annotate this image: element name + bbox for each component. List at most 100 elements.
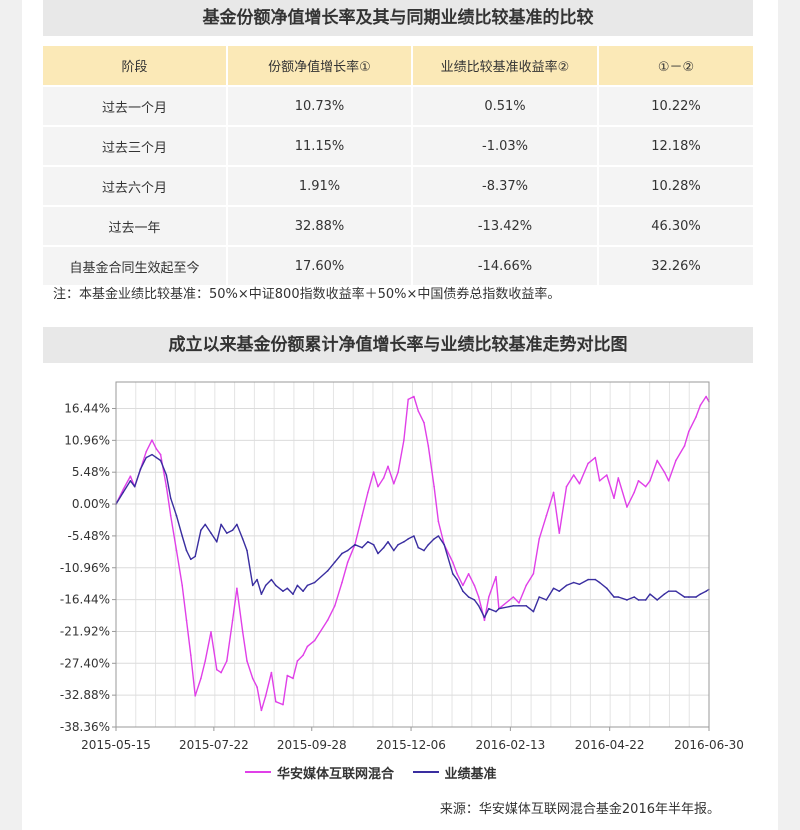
- source-note: 来源：华安媒体互联网混合基金2016年半年报。: [439, 802, 720, 817]
- data-point-fund: [403, 439, 405, 441]
- data-point-fund: [613, 497, 615, 500]
- data-point-fund: [292, 677, 294, 680]
- data-point-benchmark: [403, 541, 405, 543]
- data-point-benchmark: [483, 616, 486, 619]
- data-point-fund: [387, 465, 389, 468]
- data-point-benchmark: [456, 578, 458, 581]
- data-point-benchmark: [236, 523, 238, 526]
- data-point-fund: [204, 660, 207, 662]
- data-point-fund: [382, 477, 385, 479]
- data-point-fund: [473, 584, 476, 587]
- data-point-fund: [413, 395, 415, 398]
- data-point-benchmark: [598, 581, 601, 584]
- y-tick-label: 16.44%: [64, 402, 110, 416]
- data-point-fund: [483, 619, 486, 622]
- header-nav-growth: 份额净值增长率①: [227, 46, 413, 86]
- cell-nav-growth: 10.73%: [227, 85, 413, 126]
- data-point-fund: [392, 482, 395, 485]
- x-tick-label: 2015-09-28: [277, 738, 347, 752]
- data-point-benchmark: [274, 584, 277, 587]
- data-point-benchmark: [372, 543, 375, 546]
- data-point-benchmark: [341, 552, 343, 555]
- legend-label-fund: 华安媒体互联网混合: [277, 766, 395, 782]
- data-point-benchmark: [423, 549, 425, 552]
- data-point-benchmark: [326, 570, 329, 572]
- data-point-benchmark: [699, 593, 702, 595]
- data-point-fund: [667, 480, 670, 482]
- x-tick-label: 2016-04-22: [575, 738, 645, 752]
- data-point-benchmark: [552, 587, 555, 590]
- cell-difference: 32.26%: [598, 245, 753, 285]
- y-tick-label: -10.96%: [60, 561, 110, 575]
- y-tick-label: -38.36%: [60, 720, 110, 734]
- data-point-benchmark: [231, 529, 234, 532]
- data-point-fund: [377, 485, 379, 488]
- data-point-fund: [372, 471, 375, 473]
- cell-nav-growth: 1.91%: [227, 165, 413, 206]
- data-point-fund: [236, 587, 238, 590]
- data-point-benchmark: [190, 558, 192, 561]
- data-point-benchmark: [382, 546, 385, 549]
- data-point-fund: [417, 410, 420, 412]
- data-point-fund: [695, 416, 697, 418]
- data-point-fund: [256, 686, 258, 688]
- data-point-benchmark: [683, 596, 686, 598]
- data-point-benchmark: [194, 555, 196, 558]
- data-point-fund: [587, 462, 589, 465]
- data-point-fund: [190, 654, 192, 656]
- data-point-benchmark: [169, 497, 172, 500]
- data-point-benchmark: [572, 581, 575, 584]
- data-point-benchmark: [558, 590, 561, 593]
- data-point-fund: [194, 695, 196, 697]
- data-point-fund: [181, 584, 184, 587]
- data-point-benchmark: [594, 578, 597, 581]
- data-point-fund: [437, 520, 440, 523]
- table-row: 过去一个月 10.73% 0.51% 10.22%: [43, 85, 753, 126]
- data-point-fund: [231, 619, 234, 622]
- data-point-fund: [129, 475, 132, 477]
- x-tick-label: 2015-12-06: [376, 738, 446, 752]
- data-point-fund: [185, 619, 188, 622]
- data-point-fund: [705, 395, 707, 398]
- data-point-benchmark: [226, 532, 228, 534]
- data-point-fund: [241, 631, 244, 633]
- cell-benchmark-return: -1.03%: [412, 125, 599, 166]
- cell-benchmark-return: -13.42%: [412, 205, 599, 246]
- data-point-fund: [637, 480, 640, 482]
- data-point-benchmark: [145, 456, 148, 459]
- data-point-benchmark: [155, 456, 158, 459]
- header-difference: ①－②: [598, 46, 753, 86]
- data-point-benchmark: [578, 583, 581, 586]
- data-point-benchmark: [545, 599, 548, 601]
- data-point-benchmark: [656, 599, 658, 601]
- data-point-benchmark: [165, 474, 168, 476]
- cell-period: 过去一年: [43, 205, 228, 246]
- data-point-fund: [617, 477, 620, 479]
- data-point-benchmark: [443, 543, 445, 546]
- data-point-fund: [226, 660, 228, 662]
- benchmark-note: 注：本基金业绩比较基准：50%×中证800指数收益率＋50%×中国债券总指数收益…: [53, 287, 561, 302]
- cell-period: 自基金合同生效起至今: [43, 245, 228, 285]
- data-point-benchmark: [387, 541, 389, 543]
- legend-item-benchmark: 业绩基准: [412, 763, 497, 782]
- data-point-fund: [200, 677, 202, 680]
- data-point-benchmark: [270, 578, 273, 581]
- performance-comparison-table: 阶段 份额净值增长率① 业绩比较基准收益率② ①－② 过去一个月 10.73% …: [43, 46, 753, 285]
- data-point-fund: [663, 471, 666, 473]
- data-point-fund: [264, 695, 267, 697]
- data-point-benchmark: [122, 491, 124, 494]
- data-point-fund: [644, 485, 647, 488]
- data-point-benchmark: [397, 543, 399, 546]
- data-point-fund: [367, 491, 369, 494]
- data-point-benchmark: [333, 561, 336, 563]
- data-point-benchmark: [210, 532, 212, 534]
- data-point-benchmark: [151, 453, 153, 456]
- data-point-benchmark: [477, 604, 480, 607]
- data-point-benchmark: [587, 578, 589, 581]
- data-point-fund: [145, 450, 148, 453]
- data-point-benchmark: [644, 599, 647, 601]
- header-benchmark-return: 业绩比较基准收益率②: [412, 46, 599, 86]
- data-point-benchmark: [695, 596, 697, 598]
- y-tick-label: 0.00%: [72, 497, 110, 511]
- data-point-fund: [626, 506, 628, 508]
